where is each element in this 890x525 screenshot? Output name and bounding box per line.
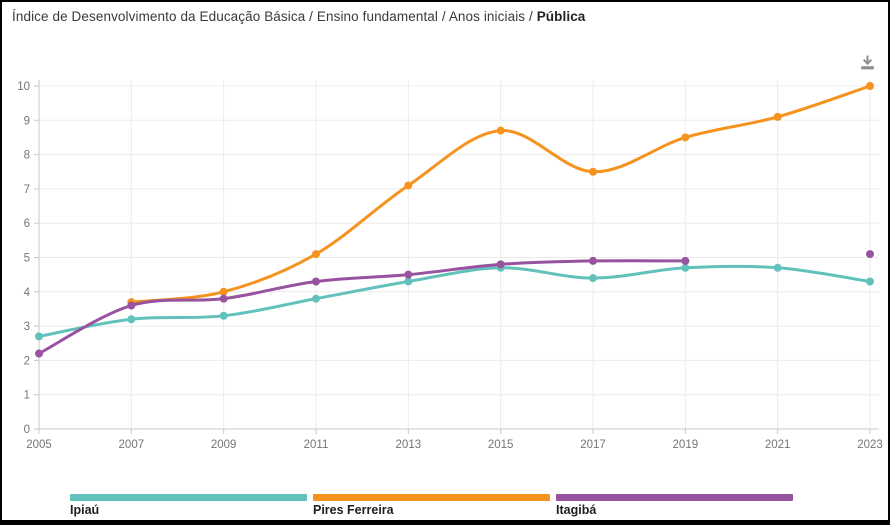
data-point[interactable] — [496, 126, 505, 135]
x-tick-label: 2023 — [857, 439, 883, 451]
legend-item-pires-ferreira[interactable]: Pires Ferreira — [313, 494, 550, 517]
y-tick-label: 1 — [24, 390, 30, 402]
data-point[interactable] — [589, 167, 597, 176]
x-tick-label: 2013 — [396, 439, 422, 451]
x-tick-label: 2005 — [26, 439, 52, 451]
x-tick-label: 2019 — [673, 439, 699, 451]
data-point[interactable] — [312, 294, 320, 303]
data-point[interactable] — [866, 82, 874, 90]
data-point[interactable] — [866, 277, 874, 286]
legend-item-ipiau[interactable]: Ipiaú — [70, 494, 307, 517]
data-point[interactable] — [681, 263, 690, 272]
y-tick-label: 7 — [24, 184, 30, 196]
x-tick-label: 2007 — [119, 439, 145, 451]
data-point[interactable] — [127, 301, 136, 310]
legend-swatch-itagiba — [556, 494, 793, 501]
data-point[interactable] — [404, 277, 413, 286]
chart-canvas: 0 1 2 3 4 5 6 7 8 9 10 2005 2007 2009 2011 2013 2015 2017… — [17, 80, 883, 451]
data-point[interactable] — [35, 332, 43, 341]
x-tick-label: 2011 — [304, 439, 329, 451]
data-point[interactable] — [312, 277, 320, 286]
chart-title-prefix: Índice de Desenvolvimento da Educação Bá… — [12, 9, 537, 24]
legend-swatch-ipiau — [70, 494, 307, 501]
data-point[interactable] — [589, 256, 597, 265]
data-point[interactable] — [312, 250, 320, 259]
series-Itagibá — [35, 250, 874, 358]
x-tick-label: 2021 — [765, 439, 791, 451]
y-tick-label: 8 — [24, 150, 30, 162]
chart-legend: Ipiaú Pires Ferreira Itagibá — [70, 494, 793, 517]
download-button[interactable] — [858, 53, 876, 71]
x-tick-label: 2017 — [580, 439, 606, 451]
y-tick-label: 2 — [24, 355, 30, 367]
data-point[interactable] — [219, 287, 228, 296]
data-point[interactable] — [404, 270, 413, 279]
data-point[interactable] — [589, 274, 597, 283]
y-tick-label: 3 — [24, 321, 30, 333]
chart-title: Índice de Desenvolvimento da Educação Bá… — [12, 9, 585, 24]
data-point[interactable] — [404, 181, 413, 190]
data-point[interactable] — [219, 294, 228, 303]
y-tick-label: 9 — [24, 115, 30, 127]
x-tick-label: 2009 — [211, 439, 237, 451]
y-tick-label: 4 — [24, 287, 31, 299]
series-Ipiaú — [35, 263, 874, 341]
gridlines — [39, 80, 879, 429]
data-point[interactable] — [773, 263, 782, 272]
data-point[interactable] — [496, 260, 505, 269]
download-icon — [860, 55, 874, 69]
legend-label-itagiba: Itagibá — [556, 503, 597, 517]
legend-label-ipiau: Ipiaú — [70, 503, 100, 517]
data-point[interactable] — [681, 256, 690, 265]
data-point[interactable] — [127, 315, 136, 324]
series-line — [37, 259, 687, 356]
y-tick-label: 10 — [17, 81, 30, 93]
y-tick-label: 6 — [24, 218, 30, 230]
data-point[interactable] — [681, 133, 690, 142]
chart-title-bold: Pública — [536, 9, 586, 24]
line-chart: 0 1 2 3 4 5 6 7 8 9 10 2005 2007 2009 2011 2013 2015 2017… — [2, 60, 890, 460]
series-Pires Ferreira — [127, 82, 874, 307]
x-tick-label: 2015 — [488, 439, 514, 451]
data-point[interactable] — [773, 112, 782, 121]
legend-swatch-pires-ferreira — [313, 494, 550, 501]
legend-item-itagiba[interactable]: Itagibá — [556, 494, 793, 517]
y-tick-label: 0 — [24, 424, 30, 436]
axes — [34, 80, 879, 434]
legend-label-pires-ferreira: Pires Ferreira — [313, 503, 394, 517]
data-point[interactable] — [219, 311, 228, 320]
data-point[interactable] — [866, 250, 874, 259]
series-line — [37, 264, 872, 338]
y-tick-label: 5 — [24, 253, 30, 265]
data-point[interactable] — [35, 349, 43, 358]
